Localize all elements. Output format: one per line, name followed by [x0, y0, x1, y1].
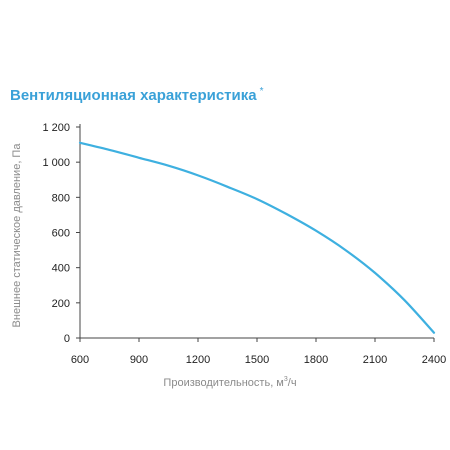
y-tick-label: 800: [52, 192, 70, 204]
chart-title: Вентиляционная характеристика *: [10, 86, 264, 104]
series-line: [78, 141, 436, 334]
x-tick-label: 2100: [363, 354, 387, 366]
x-tick-label: 1200: [186, 354, 210, 366]
y-tick-label: 0: [64, 333, 70, 345]
chart-title-text: Вентиляционная характеристика: [10, 87, 257, 104]
y-axis-label: Внешнее статическое давление, Па: [11, 143, 23, 328]
x-tick-label: 1800: [304, 354, 328, 366]
x-tick-label: 900: [130, 354, 148, 366]
y-tick-label: 1 000: [42, 157, 70, 169]
x-tick-label: 1500: [245, 354, 269, 366]
x-tick-label: 600: [71, 354, 89, 366]
chart-title-note: *: [259, 86, 264, 97]
y-tick-label: 600: [52, 228, 70, 240]
y-tick-label: 1 200: [42, 122, 70, 134]
y-tick-label: 400: [52, 263, 70, 275]
x-tick-label: 2400: [422, 354, 446, 366]
y-tick-label: 200: [52, 298, 70, 310]
x-axis-label: Производительность, м3/ч: [163, 376, 296, 389]
